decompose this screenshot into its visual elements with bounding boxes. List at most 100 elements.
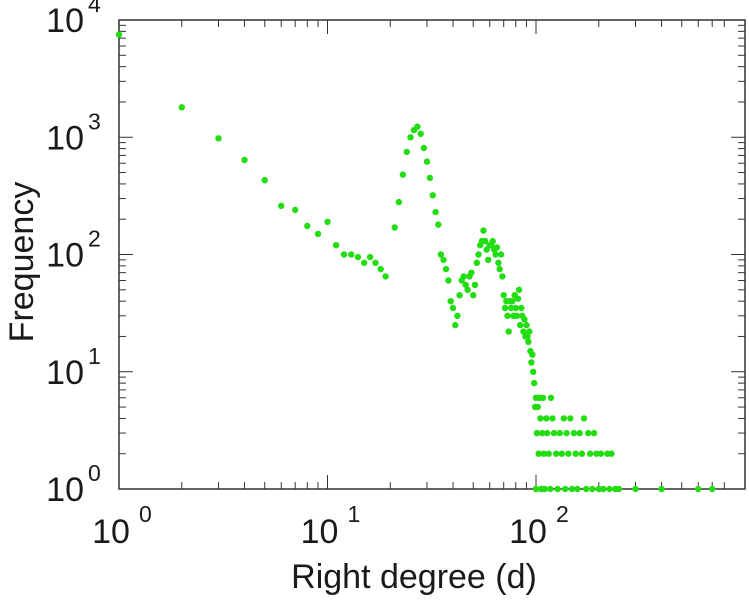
data-point — [423, 158, 431, 165]
y-tick-label: 10 1 — [46, 343, 101, 392]
data-point — [608, 450, 615, 457]
data-point — [499, 273, 506, 280]
data-point — [432, 208, 439, 216]
data-point — [513, 312, 521, 319]
y-tick-exponent: 1 — [88, 343, 101, 369]
data-point — [500, 292, 507, 299]
data-point — [549, 415, 556, 422]
data-point — [442, 265, 450, 273]
data-point — [658, 485, 665, 493]
data-point — [560, 415, 567, 422]
data-point — [558, 450, 565, 457]
y-tick-exponent: 4 — [88, 0, 101, 17]
data-point — [460, 273, 467, 280]
data-point — [525, 338, 532, 345]
data-point — [600, 485, 607, 493]
data-point — [456, 292, 463, 299]
data-point — [535, 450, 542, 457]
data-point — [496, 265, 503, 273]
data-point — [454, 312, 461, 319]
data-point — [534, 403, 541, 411]
data-point — [589, 485, 596, 493]
x-axis-title: Right degree (d) — [291, 558, 537, 596]
data-point — [366, 253, 374, 261]
data-point — [485, 256, 492, 264]
data-point — [520, 328, 527, 335]
x-tick-exponent: 0 — [139, 501, 152, 527]
data-point — [531, 379, 538, 387]
x-tick-label: 10 2 — [509, 501, 569, 551]
data-point — [507, 304, 515, 312]
data-point — [524, 333, 531, 340]
data-point — [241, 156, 248, 164]
data-point — [391, 224, 398, 231]
data-point — [529, 351, 536, 358]
data-point — [578, 450, 586, 457]
y-tick-base: 10 — [46, 2, 84, 40]
data-point — [501, 304, 509, 312]
data-point — [480, 227, 487, 234]
data-point — [437, 251, 445, 258]
data-point — [304, 222, 311, 230]
data-point — [429, 192, 436, 199]
data-point — [587, 450, 594, 457]
x-tick-label: 10 0 — [92, 501, 152, 551]
data-point — [462, 281, 469, 289]
data-point — [547, 394, 555, 401]
data-point — [449, 304, 457, 312]
data-point — [407, 134, 414, 141]
data-point — [464, 286, 471, 293]
data-point — [583, 485, 590, 493]
data-point — [475, 251, 482, 258]
data-point — [435, 221, 442, 228]
data-point — [521, 316, 528, 323]
data-point — [533, 429, 541, 437]
data-point — [526, 328, 533, 335]
data-point — [348, 251, 355, 258]
data-point — [452, 321, 459, 329]
y-tick-label: 10 3 — [46, 108, 101, 157]
data-point — [565, 450, 572, 457]
data-point — [403, 148, 410, 156]
data-point — [528, 359, 535, 366]
data-point — [539, 394, 547, 401]
data-point — [314, 230, 322, 238]
data-point — [563, 429, 570, 437]
data-point — [606, 485, 613, 493]
y-tick-base: 10 — [46, 471, 84, 509]
data-point — [556, 429, 563, 437]
data-point — [547, 485, 554, 493]
y-tick-exponent: 3 — [88, 108, 101, 134]
data-point — [505, 328, 512, 335]
data-point — [377, 265, 384, 273]
data-point — [554, 485, 561, 493]
data-point — [550, 429, 558, 437]
data-point — [473, 259, 480, 266]
data-point — [420, 144, 428, 152]
data-point — [585, 429, 592, 437]
y-tick-base: 10 — [46, 354, 84, 392]
data-point — [597, 450, 605, 457]
y-tick-base: 10 — [46, 237, 84, 275]
data-point — [695, 485, 702, 493]
data-point — [468, 269, 475, 276]
data-point — [632, 485, 639, 493]
data-point — [538, 429, 546, 437]
x-tick-exponent: 2 — [556, 501, 569, 527]
data-point — [493, 244, 501, 251]
data-point — [532, 485, 540, 493]
data-point — [567, 415, 574, 422]
data-point — [537, 415, 544, 422]
y-axis-title: Frequency — [3, 182, 41, 343]
data-point — [115, 31, 123, 38]
data-point — [395, 198, 403, 206]
data-point — [497, 251, 505, 258]
data-point — [447, 298, 454, 305]
data-point — [372, 259, 379, 266]
data-point — [545, 450, 552, 457]
data-point — [518, 304, 525, 312]
data-point — [509, 298, 516, 305]
data-point — [523, 321, 530, 329]
data-point — [215, 135, 222, 142]
